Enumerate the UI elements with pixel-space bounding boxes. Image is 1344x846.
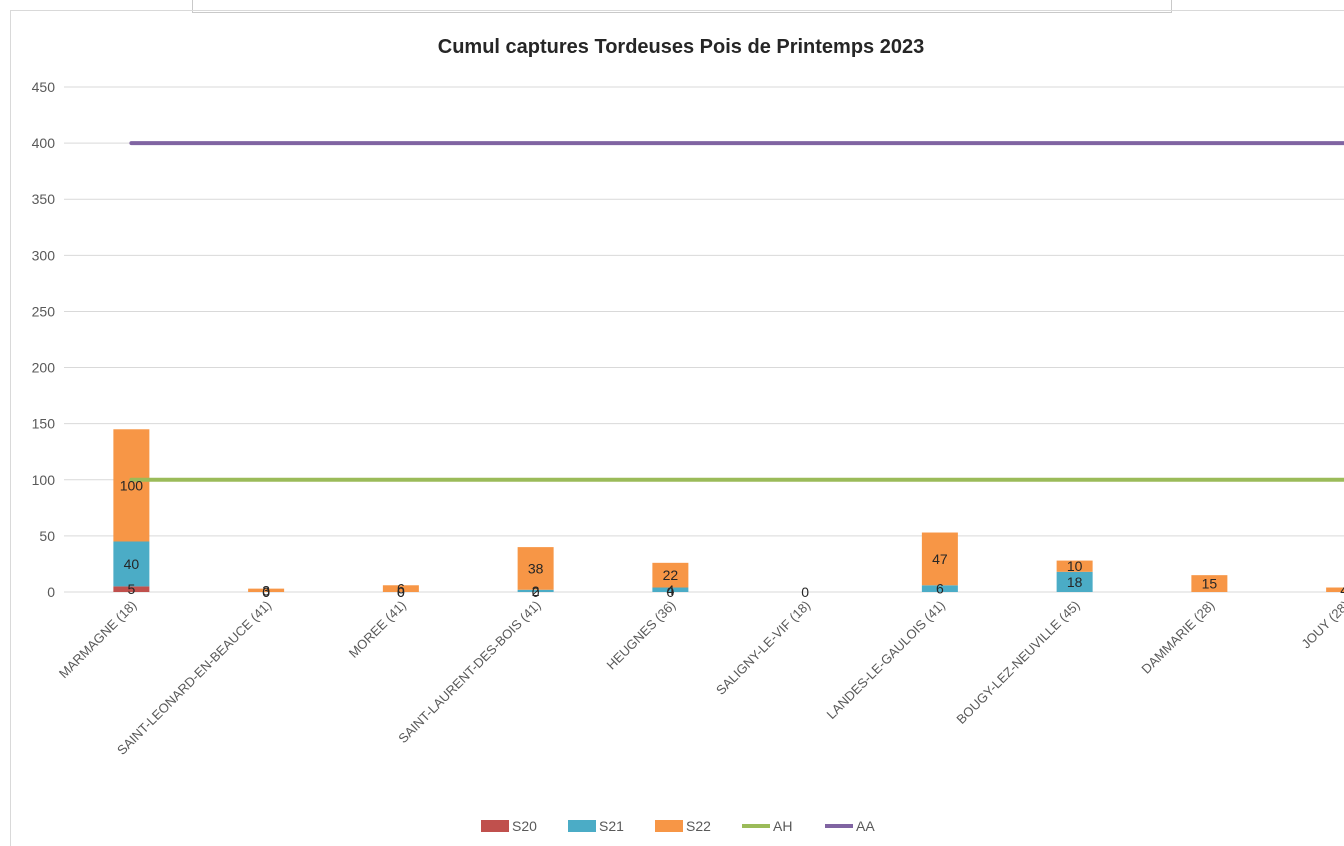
bar-s22: [1191, 575, 1228, 592]
bar-s22: [113, 429, 150, 542]
x-tick-label: SALIGNY-LE-VIF (18): [713, 598, 813, 698]
y-tick-label: 350: [32, 191, 56, 207]
x-tick-label: HEUGNES (36): [604, 598, 679, 673]
data-label-s20: 0: [397, 584, 405, 600]
bar-s21: [1056, 571, 1093, 592]
data-label-s22: 10: [1067, 558, 1083, 574]
y-tick-label: 200: [32, 360, 56, 376]
x-tick-label: BOUGY-LEZ-NEUVILLE (45): [953, 598, 1082, 727]
legend-label: S22: [686, 818, 711, 834]
x-tick-label: MARMAGNE (18): [56, 598, 140, 682]
bars: [113, 429, 1344, 592]
x-tick-label: JOUY (28): [1298, 598, 1344, 652]
top-panel-edge: [192, 0, 1172, 13]
data-label-s22: 38: [528, 560, 544, 576]
x-tick-label: LANDES-LE-GAULOIS (41): [823, 598, 948, 723]
data-label-s21: 40: [124, 556, 140, 572]
legend-label: S21: [599, 818, 624, 834]
data-label-s21: 18: [1067, 574, 1083, 590]
data-label-s20: 5: [127, 581, 135, 597]
bar-s22: [517, 547, 554, 590]
data-label-s21: 0: [397, 584, 405, 600]
data-label-s22: 15: [1202, 576, 1218, 592]
data-label-s20: 0: [666, 584, 674, 600]
bar-s21: [517, 589, 554, 592]
y-tick-label: 300: [32, 247, 56, 263]
data-label-s20: 0: [262, 584, 270, 600]
data-labels: 54010000300602380422064718101541045124: [120, 477, 1344, 600]
data-label-s22: 4: [1340, 582, 1344, 598]
data-label-s20: 0: [532, 584, 540, 600]
x-tick-label: DAMMARIE (28): [1138, 598, 1217, 677]
y-tick-label: 0: [47, 584, 55, 600]
x-axis: MARMAGNE (18)SAINT-LEONARD-EN-BEAUCE (41…: [56, 598, 1344, 758]
bar-s20: [113, 586, 150, 592]
y-tick-label: 100: [32, 472, 56, 488]
bar-s22: [921, 532, 958, 586]
chart-title: Cumul captures Tordeuses Pois de Printem…: [438, 36, 924, 58]
legend: S20 S21 S22 AH AA: [481, 818, 875, 834]
data-label-s22: 22: [663, 567, 679, 583]
y-tick-label: 250: [32, 303, 56, 319]
bar-s21: [113, 541, 150, 587]
legend-swatch: [655, 820, 683, 832]
x-tick-label: MOREE (41): [346, 598, 409, 661]
bar-s22: [382, 585, 419, 592]
chart-area: [10, 10, 1344, 846]
gridlines: [64, 86, 1344, 593]
y-tick-label: 450: [32, 79, 56, 95]
data-label-s21: 6: [936, 581, 944, 597]
legend-label: AA: [856, 818, 875, 834]
bar-s22: [652, 562, 689, 588]
bar-s22: [1326, 587, 1344, 592]
data-label-s21: 0: [262, 584, 270, 600]
data-label-s22: 6: [397, 581, 405, 597]
data-label-s22: 100: [120, 477, 144, 493]
threshold-lines: [129, 141, 1344, 482]
data-label-s22: 3: [262, 582, 270, 598]
x-tick-label: SAINT-LAURENT-DES-BOIS (41): [395, 598, 544, 747]
legend-swatch: [568, 820, 596, 832]
bar-s21: [652, 587, 689, 592]
y-tick-label: 150: [32, 416, 56, 432]
data-label-s22: 47: [932, 551, 948, 567]
bar-s22: [1056, 560, 1093, 572]
data-label-s21: 2: [532, 583, 540, 599]
legend-label: AH: [773, 818, 792, 834]
y-tick-label: 50: [39, 528, 55, 544]
bar-s21: [921, 585, 958, 592]
data-label-s22: 0: [801, 584, 809, 600]
x-tick-label: SAINT-LEONARD-EN-BEAUCE (41): [114, 598, 274, 758]
y-axis: 0 50 100 150 200 250 300 350 400 450: [32, 79, 56, 600]
bar-s22: [248, 588, 285, 592]
data-label-s21: 4: [666, 582, 674, 598]
legend-label: S20: [512, 818, 537, 834]
y-tick-label: 400: [32, 135, 56, 151]
legend-swatch: [481, 820, 509, 832]
